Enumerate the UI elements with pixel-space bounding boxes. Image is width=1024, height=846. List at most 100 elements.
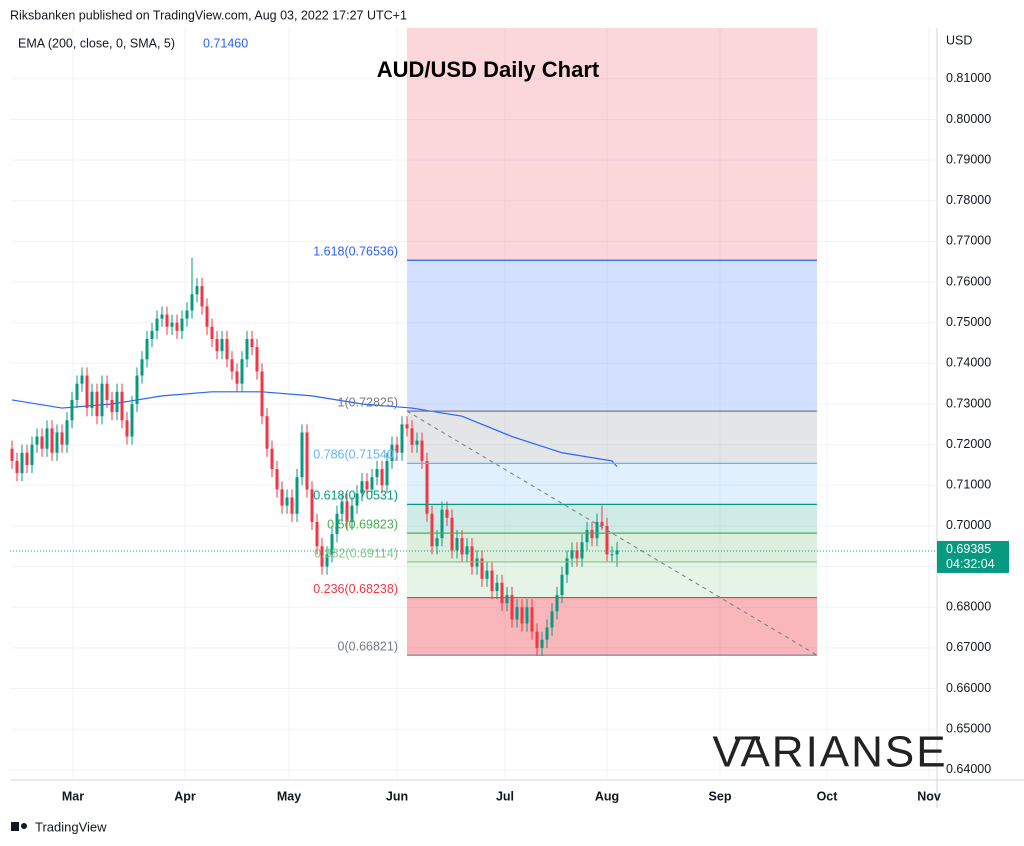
y-tick-label: 0.74000 [946, 356, 991, 370]
y-tick-label: 0.79000 [946, 152, 991, 166]
candle-body [410, 428, 414, 445]
candle-body [50, 428, 54, 453]
y-tick-label: 0.67000 [946, 640, 991, 654]
candle-body [535, 631, 539, 648]
fib-zone [407, 463, 817, 505]
x-tick-label: Nov [917, 789, 941, 803]
fib-zone [407, 597, 817, 656]
candle-body [530, 607, 534, 632]
candle-body [90, 391, 94, 409]
currency: USD [946, 33, 972, 47]
y-tick-label: 0.72000 [946, 437, 991, 451]
candle-body [80, 375, 84, 384]
candle-body [460, 538, 464, 555]
candle-body [350, 505, 354, 522]
candle-body [145, 338, 149, 360]
candle-body [425, 460, 429, 514]
fib-zone [407, 260, 817, 412]
candle-body [470, 546, 474, 567]
candle-body [445, 509, 449, 518]
candle-body [605, 525, 609, 555]
candle-body [275, 469, 279, 490]
candle-body [505, 595, 509, 604]
fib-label: 1.618(0.76536) [313, 245, 398, 259]
candle-body [245, 338, 249, 360]
candle-body [345, 501, 349, 522]
candle-body [125, 420, 129, 437]
x-tick-label: Sep [709, 789, 732, 803]
candle-body [395, 444, 399, 453]
y-tick-label: 0.80000 [946, 112, 991, 126]
candle-body [480, 558, 484, 579]
candle-body [40, 436, 44, 449]
candle-body [280, 489, 284, 506]
y-tick-label: 0.68000 [946, 600, 991, 614]
candle-body [15, 460, 19, 474]
candle-body [60, 432, 64, 445]
candle-body [420, 440, 424, 461]
candle-body [390, 444, 394, 461]
candle-body [20, 452, 24, 474]
candle-body [455, 538, 459, 551]
y-tick-label: 0.76000 [946, 274, 991, 288]
x-tick-label: May [277, 789, 301, 803]
candle-body [30, 444, 34, 465]
candle-body [465, 546, 469, 555]
candle-body [240, 359, 244, 384]
candle-body [85, 375, 89, 409]
candle-body [75, 383, 79, 400]
footer: TradingView [35, 819, 107, 834]
fib-zone [407, 411, 817, 464]
candle-body [490, 570, 494, 591]
fib-label: 1(0.72825) [338, 395, 398, 409]
x-tick-label: Jul [496, 789, 514, 803]
candle-body [385, 460, 389, 486]
candle-body [580, 542, 584, 559]
y-tick-label: 0.65000 [946, 721, 991, 735]
candle-body [540, 639, 544, 648]
x-tick-label: Apr [174, 789, 196, 803]
y-tick-label: 0.64000 [946, 762, 991, 776]
fib-zone [407, 597, 817, 656]
candle-body [300, 432, 304, 478]
candle-body [365, 481, 369, 490]
candle-body [615, 550, 619, 555]
fib-label: 0(0.66821) [338, 639, 398, 653]
fib-label: 0.786(0.71540) [313, 448, 398, 462]
price-tag-value: 0.69385 [946, 542, 991, 556]
candle-body [565, 558, 569, 575]
y-tick-label: 0.73000 [946, 396, 991, 410]
candle-body [340, 501, 344, 514]
candle-body [545, 627, 549, 640]
y-tick-label: 0.81000 [946, 71, 991, 85]
y-tick-label: 0.77000 [946, 234, 991, 248]
candle-body [375, 469, 379, 478]
candle-body [520, 607, 524, 624]
candle-body [380, 469, 384, 486]
x-tick-label: Aug [595, 789, 619, 803]
candle-body [325, 554, 329, 567]
candle-body [130, 404, 134, 437]
candle-body [450, 517, 454, 551]
candle-body [260, 371, 264, 417]
fib-zone [407, 561, 817, 598]
candle-body [235, 371, 239, 384]
candle-body [140, 359, 144, 376]
candle-body [575, 550, 579, 559]
candle-body [495, 582, 499, 591]
y-tick-label: 0.75000 [946, 315, 991, 329]
candle-body [550, 611, 554, 628]
ema-line [11, 391, 618, 467]
candle-body [310, 489, 314, 522]
candle-body [295, 477, 299, 514]
indicator-value: 0.71460 [203, 36, 248, 50]
candle-body [525, 607, 529, 624]
candle-body [415, 440, 419, 445]
candle-body [290, 497, 294, 514]
fib-label: 0.5(0.69823) [327, 517, 398, 531]
candle-body [405, 424, 409, 429]
candle-body [370, 477, 374, 490]
candle-body [555, 595, 559, 612]
candle-body [585, 530, 589, 543]
candle-body [55, 432, 59, 453]
